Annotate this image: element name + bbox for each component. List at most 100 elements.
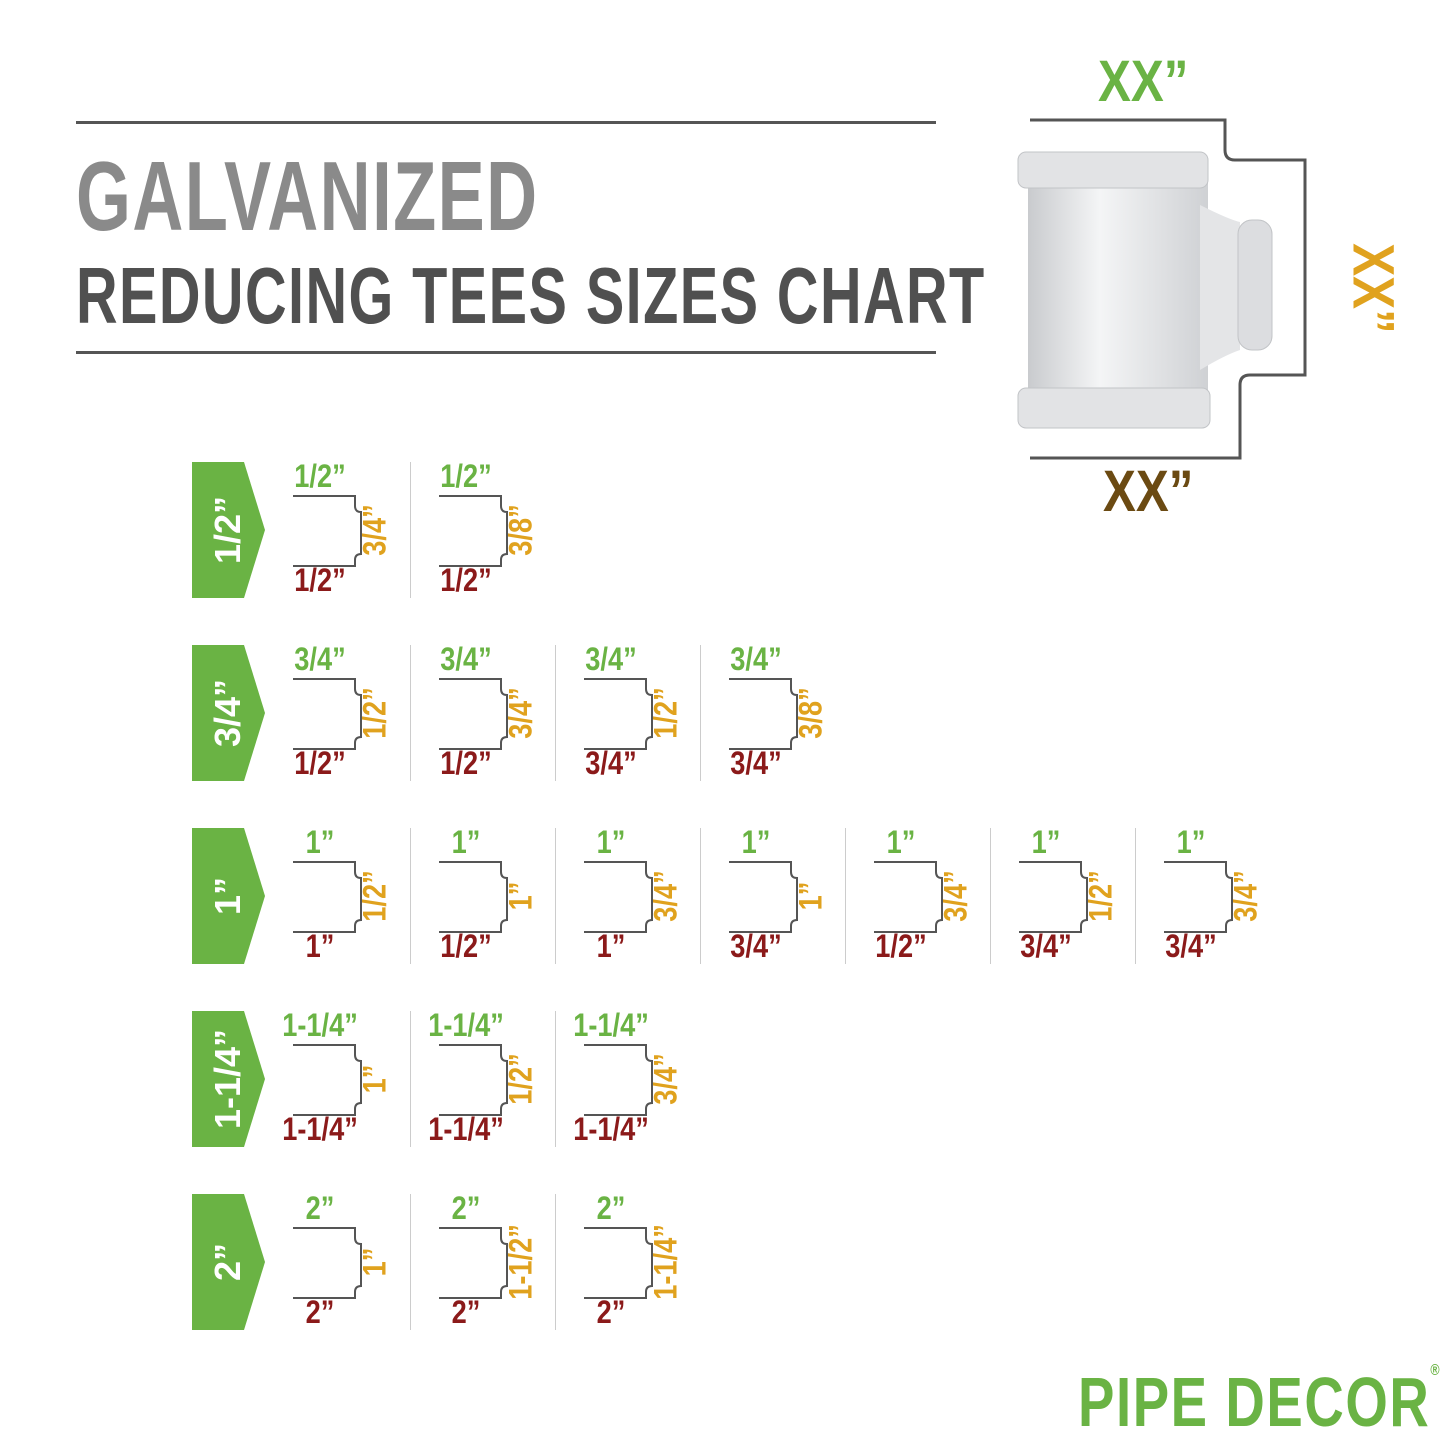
tee-size-item: 2” 1-1/4” 2” — [555, 1190, 701, 1330]
size-tag-label: 1/2” — [207, 495, 248, 565]
title-top-rule — [76, 121, 936, 124]
run-inlet-size: 3/4” — [440, 641, 492, 677]
tee-size-item: 1-1/4” 1” 1-1/4” — [265, 1007, 410, 1147]
tee-outline-icon — [293, 1044, 362, 1116]
branch-size: 1/2” — [647, 687, 684, 739]
tee-outline-icon — [584, 678, 653, 750]
tee-outline-icon — [439, 495, 508, 567]
size-tag: 1” — [192, 828, 265, 964]
branch-size: 3/8” — [792, 687, 829, 739]
run-outlet-size: 3/4” — [730, 745, 782, 781]
run-outlet-size: 3/4” — [1020, 928, 1072, 964]
registered-mark: ® — [1430, 1362, 1442, 1379]
title-line-2: REDUCING TEES SIZES CHART — [76, 251, 986, 340]
run-outlet-size: 1-1/4” — [428, 1111, 504, 1147]
tee-outline-icon — [439, 1227, 508, 1299]
diagram-top-label: XX” — [1097, 49, 1189, 114]
branch-size: 3/8” — [502, 504, 539, 556]
run-outlet-size: 1” — [305, 928, 335, 964]
branch-size: 1” — [356, 1064, 393, 1094]
run-inlet-size: 1” — [1176, 824, 1206, 860]
tee-outline-icon — [584, 1227, 653, 1299]
arrow-tag-shape — [192, 462, 265, 598]
tee-size-item: 1-1/4” 3/4” 1-1/4” — [555, 1007, 701, 1147]
tee-size-item: 1” 3/4” 1/2” — [845, 824, 991, 964]
run-outlet-size: 1/2” — [294, 745, 346, 781]
run-inlet-size: 2” — [305, 1190, 335, 1226]
run-inlet-size: 2” — [596, 1190, 626, 1226]
diagram-bottom-label: XX” — [1102, 459, 1194, 524]
branch-size: 3/4” — [1227, 870, 1264, 922]
size-tag-label: 1” — [207, 876, 248, 916]
branch-size: 1/2” — [502, 1053, 539, 1105]
logo-text: PIPE DECOR — [1078, 1363, 1431, 1441]
size-tag-label: 1-1/4” — [207, 1028, 248, 1130]
tee-size-item: 1/2” 3/8” 1/2” — [410, 458, 556, 598]
run-outlet-size: 1” — [596, 928, 626, 964]
branch-size: 1” — [502, 881, 539, 911]
size-tag: 1-1/4” — [192, 1011, 265, 1147]
run-inlet-size: 1” — [741, 824, 771, 860]
run-outlet-size: 1/2” — [440, 928, 492, 964]
arrow-tag-shape — [192, 1194, 265, 1330]
branch-size: 3/4” — [937, 870, 974, 922]
tee-outline-icon — [584, 861, 653, 933]
run-inlet-size: 3/4” — [730, 641, 782, 677]
tee-outline-icon — [1019, 861, 1088, 933]
tee-outline-icon — [293, 1227, 362, 1299]
branch-size: 3/4” — [647, 1053, 684, 1105]
run-inlet-size: 1” — [305, 824, 335, 860]
tee-size-item: 1-1/4” 1/2” 1-1/4” — [410, 1007, 556, 1147]
branch-size: 1/2” — [356, 687, 393, 739]
run-outlet-size: 3/4” — [1165, 928, 1217, 964]
run-inlet-size: 1” — [886, 824, 916, 860]
run-inlet-size: 1-1/4” — [282, 1007, 358, 1043]
branch-size: 1-1/2” — [502, 1224, 539, 1300]
run-outlet-size: 3/4” — [730, 928, 782, 964]
size-tag-label: 2” — [207, 1242, 248, 1282]
tee-size-item: 1” 1/2” 1” — [265, 824, 410, 964]
tee-size-item: 3/4” 1/2” 1/2” — [265, 641, 410, 781]
tee-outline-icon — [1164, 861, 1233, 933]
run-outlet-size: 1/2” — [440, 745, 492, 781]
run-inlet-size: 1” — [451, 824, 481, 860]
tee-size-item: 1” 1/2” 3/4” — [990, 824, 1136, 964]
tee-outline-icon — [293, 678, 362, 750]
tee-size-item: 1” 3/4” 1” — [555, 824, 701, 964]
tee-size-item: 1” 1” 3/4” — [700, 824, 846, 964]
tee-outline-icon — [729, 861, 798, 933]
run-inlet-size: 1-1/4” — [573, 1007, 649, 1043]
run-inlet-size: 1” — [1031, 824, 1061, 860]
run-outlet-size: 1/2” — [875, 928, 927, 964]
run-outlet-size: 1/2” — [294, 562, 346, 598]
tee-size-item: 3/4” 1/2” 3/4” — [555, 641, 701, 781]
run-outlet-size: 2” — [596, 1294, 626, 1330]
branch-size: 1/2” — [356, 870, 393, 922]
arrow-tag-shape — [192, 645, 265, 781]
tee-outline-icon — [293, 861, 362, 933]
tee-fitting-image — [1017, 118, 1307, 460]
arrow-tag-shape — [192, 828, 265, 964]
branch-size: 1” — [792, 881, 829, 911]
run-inlet-size: 1/2” — [440, 458, 492, 494]
run-inlet-size: 1” — [596, 824, 626, 860]
tee-size-item: 1/2” 3/4” 1/2” — [265, 458, 410, 598]
title-bottom-rule — [76, 351, 936, 354]
branch-size: 3/4” — [647, 870, 684, 922]
tee-size-item: 1” 3/4” 3/4” — [1135, 824, 1281, 964]
size-tag: 2” — [192, 1194, 265, 1330]
size-tag: 3/4” — [192, 645, 265, 781]
brand-logo: PIPE DECOR® — [1078, 1362, 1441, 1442]
tee-outline-icon — [874, 861, 943, 933]
tee-outline-icon — [584, 1044, 653, 1116]
tee-outline-icon — [729, 678, 798, 750]
arrow-tag-shape — [192, 1011, 265, 1147]
tee-size-item: 1” 1” 1/2” — [410, 824, 556, 964]
diagram-side-label: XX” — [1340, 243, 1406, 334]
tee-size-item: 3/4” 3/4” 1/2” — [410, 641, 556, 781]
branch-size: 3/4” — [502, 687, 539, 739]
run-outlet-size: 1-1/4” — [573, 1111, 649, 1147]
run-inlet-size: 1-1/4” — [428, 1007, 504, 1043]
tee-outline-icon — [439, 1044, 508, 1116]
run-outlet-size: 1/2” — [440, 562, 492, 598]
